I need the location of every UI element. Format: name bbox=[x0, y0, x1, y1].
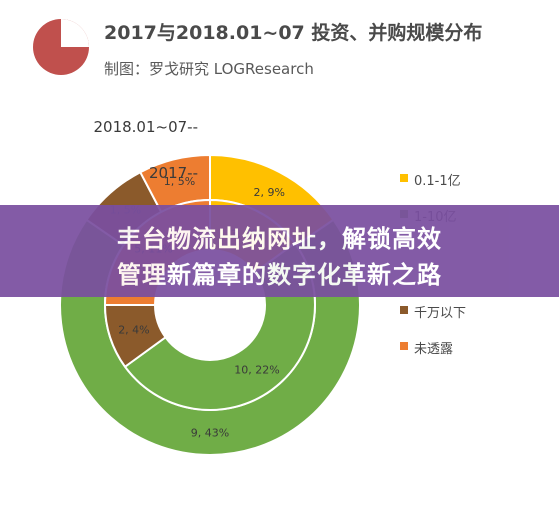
legend-label-2: 千万以下 bbox=[414, 306, 467, 321]
legend-swatch-3 bbox=[400, 342, 408, 350]
legend-swatch-0 bbox=[400, 174, 408, 182]
legend-item-3: 未透露 bbox=[400, 338, 454, 357]
legend-item-2: 千万以下 bbox=[400, 302, 467, 321]
ring-1-data-label-1: 10, 22% bbox=[234, 364, 279, 377]
ring-1-name-label: 2017-- bbox=[149, 164, 198, 182]
ring-0-data-label-1: 9, 43% bbox=[191, 427, 229, 440]
legend-label-3: 未透露 bbox=[414, 342, 454, 357]
ring-0-data-label-0: 2, 9% bbox=[254, 186, 285, 199]
legend-label-0: 0.1-1亿 bbox=[414, 174, 461, 189]
source-watermark: SmartWMS智慧仓储管理系统 bbox=[386, 476, 549, 490]
legend-item-0: 0.1-1亿 bbox=[400, 170, 461, 189]
chart-subtitle: 制图：罗戈研究 LOGResearch bbox=[104, 60, 314, 78]
banner-line-1: 丰台物流出纳网址，解锁高效 bbox=[117, 225, 442, 253]
banner-line-2: 管理新篇章的数字化革新之路 bbox=[117, 261, 442, 289]
promo-banner: 丰台物流出纳网址，解锁高效 管理新篇章的数字化革新之路 bbox=[0, 205, 559, 297]
ring-0-data-label-3: 1, 5% bbox=[164, 175, 195, 188]
page-title: 2017与2018.01~07 投资、并购规模分布 bbox=[104, 22, 483, 44]
legend-swatch-2 bbox=[400, 306, 408, 314]
ring-0-name-label: 2018.01~07-- bbox=[93, 118, 198, 136]
ring-1-data-label-2: 2, 4% bbox=[118, 324, 149, 337]
logo-icon bbox=[33, 19, 89, 75]
